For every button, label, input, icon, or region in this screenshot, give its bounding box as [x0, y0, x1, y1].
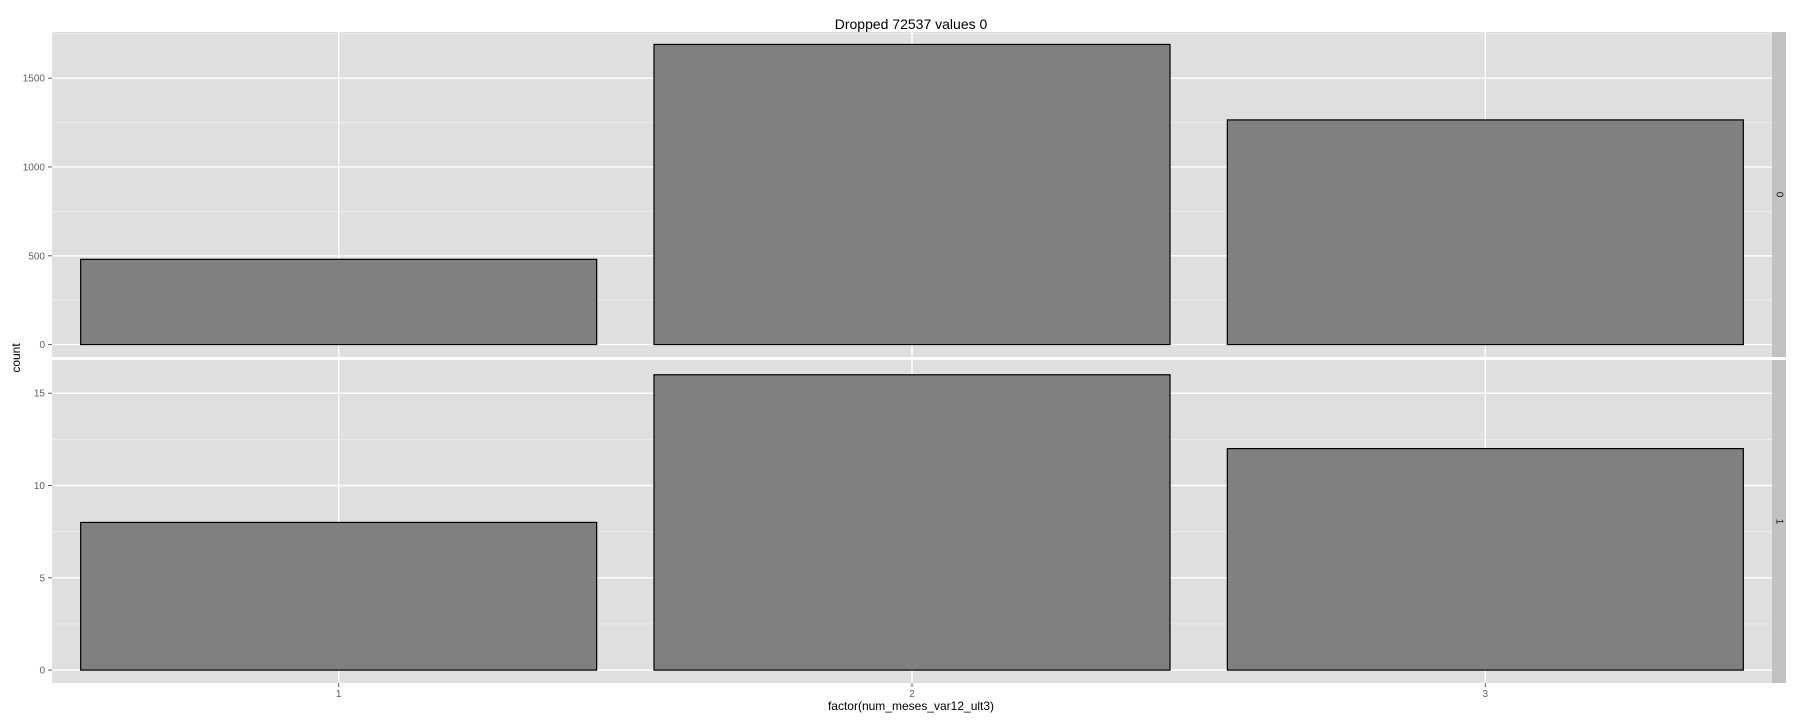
bar-2 — [653, 374, 1171, 671]
bar-3 — [1226, 447, 1744, 671]
x-tick-label: 1 — [336, 689, 342, 700]
chart-title: Dropped 72537 values 0 — [835, 16, 988, 32]
x-axis-label: factor(num_meses_var12_ult3) — [828, 699, 994, 713]
bar-3 — [1226, 119, 1744, 346]
y-axis-label: count — [9, 343, 23, 373]
facet-strip — [1772, 360, 1786, 683]
y-tick-label: 15 — [34, 389, 46, 400]
y-tick-label: 500 — [28, 251, 45, 262]
y-tick-label: 5 — [39, 573, 45, 584]
y-tick-label: 1000 — [23, 162, 46, 173]
facet-strip-label: 1 — [1773, 519, 1784, 525]
facet-strip — [1772, 32, 1786, 357]
bar-2 — [653, 43, 1171, 346]
facet-strip-label: 0 — [1773, 192, 1784, 198]
x-tick-label: 3 — [1483, 689, 1489, 700]
y-tick-label: 1500 — [23, 74, 46, 85]
x-tick-label: 2 — [909, 689, 915, 700]
y-tick-label: 10 — [34, 481, 46, 492]
bar-1 — [80, 258, 598, 346]
bar-1 — [80, 521, 598, 671]
facet-panels: 0 500 1000 1500 0 0 5 10 15 1 1 2 3 — [23, 32, 1786, 700]
y-tick-label: 0 — [39, 340, 45, 351]
y-tick-label: 0 — [39, 666, 45, 677]
